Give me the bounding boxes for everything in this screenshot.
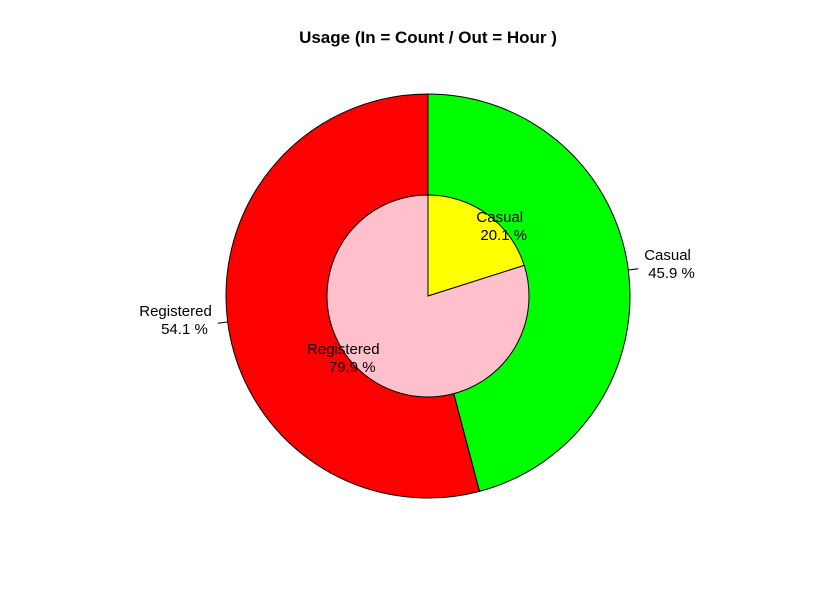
slice-inner-registered xyxy=(326,194,530,398)
chart-title: Usage (In = Count / Out = Hour ) xyxy=(299,28,557,47)
label-outer-registered: Registered 54.1 % xyxy=(139,303,212,338)
label-outer-casual: Casual 45.9 % xyxy=(644,247,695,282)
tick-outer-registered xyxy=(217,321,228,324)
label-inner-casual: Casual 20.1 % xyxy=(476,209,527,244)
tick-outer-casual xyxy=(628,268,639,271)
slice-inner-casual xyxy=(427,194,525,297)
label-inner-registered: Registered 79.9 % xyxy=(307,341,380,376)
